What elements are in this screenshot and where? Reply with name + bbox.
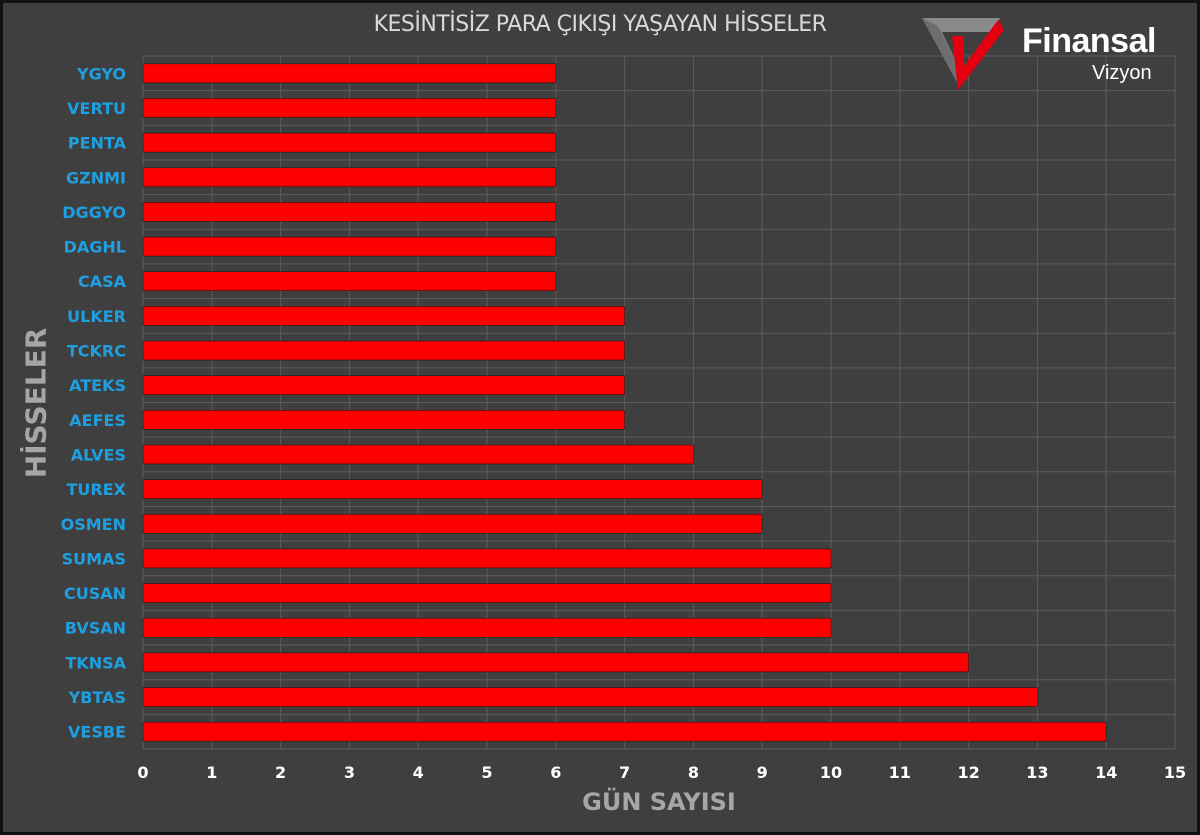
x-tick-label: 12 [957,763,979,782]
chart-title: KESİNTİSİZ PARA ÇIKIŞI YAŞAYAN HİSSELER [373,12,827,37]
x-tick-label: 4 [413,763,424,782]
x-tick-label: 1 [206,763,217,782]
bar-cusan [142,583,832,603]
brand-subtitle: Vizyon [1092,62,1152,84]
category-label: CASA [78,272,127,291]
x-tick-label: 11 [889,763,911,782]
category-label: TCKRC [67,342,126,361]
bar-daghl [142,236,557,257]
x-tick-label: 5 [481,763,492,782]
bar-vesbe [142,721,1107,742]
bar-tknsa [142,652,969,673]
category-label: BVSAN [65,619,126,638]
category-label: VERTU [67,99,126,118]
x-tick-label: 2 [275,763,286,782]
category-label: ULKER [67,307,126,326]
brand-logo: Finansal Vizyon [918,14,1188,92]
category-label: TUREX [67,480,127,499]
y-axis-label: HİSSELER [19,327,53,479]
brand-name: Finansal [1022,22,1156,60]
bar-aefes [142,410,625,430]
x-tick-label: 7 [619,763,630,782]
bar-vertu [142,98,557,118]
x-tick-label: 0 [137,763,148,782]
bar-tckrc [142,340,625,361]
bar-ateks [142,375,625,395]
category-label: VESBE [68,723,126,742]
bar-osmen [142,513,763,534]
x-tick-label: 10 [820,763,842,782]
bar-ybtas [142,687,1038,707]
bar-ygyo [142,63,557,84]
x-tick-label: 6 [550,763,561,782]
category-label: PENTA [68,134,127,153]
category-label: DGGYO [62,203,126,222]
category-label: YBTAS [68,688,126,707]
category-label: YGYO [76,64,126,83]
bar-casa [142,271,557,292]
category-label: AEFES [69,411,126,430]
bar-bvsan [142,617,832,638]
x-tick-label: 3 [344,763,355,782]
category-label: SUMAS [62,549,126,568]
category-label: DAGHL [64,238,126,257]
bar-sumas [142,548,832,569]
category-label: GZNMI [66,168,126,187]
category-label: ALVES [71,445,126,464]
x-tick-label: 13 [1026,763,1048,782]
x-tick-label: 15 [1164,763,1186,782]
category-label: ATEKS [69,376,126,395]
category-label: TKNSA [65,653,126,672]
bar-alves [142,444,694,465]
category-label: CUSAN [64,584,126,603]
x-tick-label: 14 [1095,763,1117,782]
bar-gznmi [142,167,557,188]
x-tick-label: 8 [688,763,699,782]
x-axis-label: GÜN SAYISI [582,788,736,816]
bar-turex [142,479,763,499]
bar-dggyo [142,202,557,222]
category-label: OSMEN [61,515,126,534]
brand-logo-icon [922,18,1004,90]
bar-penta [142,132,557,153]
x-tick-label: 9 [757,763,768,782]
bar-ulker [142,306,625,326]
